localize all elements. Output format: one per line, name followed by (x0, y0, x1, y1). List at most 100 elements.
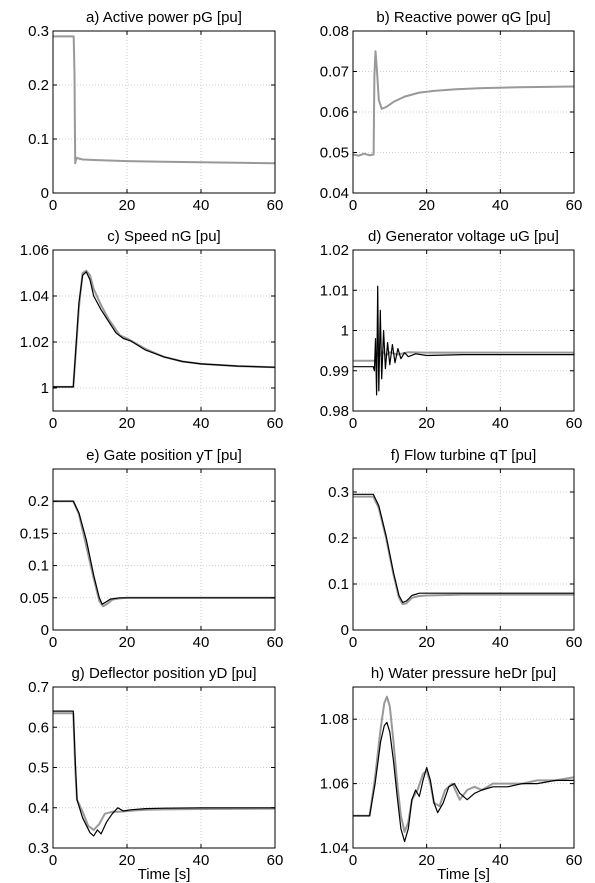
y-tick-label-b-2: 0.06 (320, 104, 349, 121)
panel-f: 0 20 40 60 0 0.1 0.2 0.3 f) Flow turbine qT [pu] (328, 447, 582, 651)
panel-title-f: f) Flow turbine qT [pu] (391, 447, 537, 464)
y-tick-label-b-3: 0.07 (320, 64, 349, 81)
y-tick-label-e-0: 0 (41, 622, 49, 639)
x-tick-label-h-3: 60 (566, 852, 583, 869)
y-tick-label-b-1: 0.05 (320, 145, 349, 162)
x-tick-label-h-0: 0 (349, 852, 357, 869)
panel-title-b: b) Reactive power qG [pu] (376, 9, 550, 26)
y-tick-label-c-1: 1.02 (20, 334, 49, 351)
y-tick-label-a-3: 0.3 (28, 23, 49, 40)
series-simulated-e (53, 500, 275, 605)
y-tick-label-c-3: 1.06 (20, 242, 49, 259)
x-axis-label-g: Time [s] (138, 866, 191, 883)
x-tick-label-c-0: 0 (49, 415, 57, 432)
plot-area-e (53, 469, 275, 630)
y-tick-label-g-4: 0.7 (28, 679, 49, 696)
y-tick-label-d-2: 1 (341, 323, 349, 340)
panel-title-g: g) Deflector position yD [pu] (71, 665, 256, 682)
x-tick-label-h-2: 40 (492, 852, 509, 869)
x-tick-label-a-2: 40 (193, 197, 210, 214)
x-tick-label-e-3: 60 (267, 634, 284, 651)
y-tick-label-b-0: 0.04 (320, 185, 349, 202)
series-measured-h (353, 695, 574, 833)
y-tick-label-g-2: 0.5 (28, 760, 49, 777)
x-tick-label-c-3: 60 (267, 415, 284, 432)
y-tick-label-g-3: 0.6 (28, 719, 49, 736)
panel-h: 0 20 40 60 1.04 1.06 1.08 h) Water pressure heD… (320, 665, 583, 883)
panel-title-d: d) Generator voltage uG [pu] (368, 228, 559, 245)
y-tick-label-a-1: 0.1 (28, 131, 49, 148)
y-tick-label-f-0: 0 (341, 622, 349, 639)
y-tick-label-c-0: 1 (41, 380, 49, 397)
x-axis-label-h: Time [s] (437, 866, 490, 883)
x-tick-label-f-3: 60 (566, 634, 583, 651)
y-tick-label-d-4: 1.02 (320, 242, 349, 259)
panel-c: 0 20 40 60 1 1.02 1.04 1.06 c) Speed nG [pu] (20, 228, 284, 432)
y-tick-label-f-3: 0.3 (328, 484, 349, 501)
panel-title-h: h) Water pressure heDr [pu] (371, 665, 556, 682)
plot-area-h (353, 687, 574, 848)
y-tick-label-a-0: 0 (41, 185, 49, 202)
x-tick-label-g-3: 60 (267, 852, 284, 869)
y-tick-label-d-0: 0.98 (320, 403, 349, 420)
axes-frame-f (352, 468, 575, 631)
panel-g: 0 20 40 60 0.3 0.4 0.5 0.6 0.7 g) Deflector posit… (28, 665, 283, 883)
x-tick-label-a-0: 0 (49, 197, 57, 214)
x-tick-label-b-3: 60 (566, 197, 583, 214)
axes-frame-a (52, 30, 276, 194)
x-tick-label-b-1: 20 (418, 197, 435, 214)
series-simulated-d (353, 285, 574, 396)
x-tick-label-d-0: 0 (349, 415, 357, 432)
y-tick-label-h-0: 1.04 (320, 840, 349, 857)
y-tick-label-f-1: 0.1 (328, 576, 349, 593)
x-tick-label-f-0: 0 (349, 634, 357, 651)
panel-e: 0 20 40 60 0 0.05 0.1 0.15 0.2 e) Gate position y… (20, 447, 284, 651)
axes-frame-c (52, 249, 276, 412)
series-measured-a (53, 35, 275, 165)
axes-frame-e (52, 468, 276, 631)
x-tick-label-d-1: 20 (418, 415, 435, 432)
x-tick-label-e-1: 20 (119, 634, 136, 651)
x-tick-label-a-1: 20 (119, 197, 136, 214)
x-tick-label-f-2: 40 (492, 634, 509, 651)
y-tick-label-f-2: 0.2 (328, 530, 349, 547)
y-tick-label-e-1: 0.05 (20, 590, 49, 607)
x-tick-label-g-2: 40 (193, 852, 210, 869)
panel-d: 0 20 40 60 0.98 0.99 1 1.01 1.02 d) Generator vol… (320, 228, 583, 432)
y-tick-label-g-1: 0.4 (28, 800, 49, 817)
y-tick-label-g-0: 0.3 (28, 840, 49, 857)
x-tick-label-d-2: 40 (492, 415, 509, 432)
y-tick-label-c-2: 1.04 (20, 288, 49, 305)
plot-area-c (53, 250, 275, 411)
x-tick-label-b-0: 0 (349, 197, 357, 214)
panel-b: 0 20 40 60 0.04 0.05 0.06 0.07 0.08 b) Reactive p… (320, 9, 583, 214)
y-tick-label-e-3: 0.15 (20, 525, 49, 542)
y-tick-label-d-1: 0.99 (320, 363, 349, 380)
y-tick-label-h-2: 1.08 (320, 711, 349, 728)
x-tick-label-f-1: 20 (418, 634, 435, 651)
y-tick-label-b-4: 0.08 (320, 23, 349, 40)
x-tick-label-c-1: 20 (119, 415, 136, 432)
panel-title-c: c) Speed nG [pu] (107, 228, 220, 245)
panel-a: 0 20 40 60 0 0.1 0.2 0.3 a) Active power pG [pu] (28, 9, 283, 214)
x-tick-label-e-0: 0 (49, 634, 57, 651)
x-tick-label-d-3: 60 (566, 415, 583, 432)
y-tick-label-h-1: 1.06 (320, 776, 349, 793)
x-tick-label-b-2: 40 (492, 197, 509, 214)
plot-area-a (53, 31, 275, 193)
x-tick-label-e-2: 40 (193, 634, 210, 651)
series-measured-b (353, 50, 574, 157)
y-tick-label-d-3: 1.01 (320, 282, 349, 299)
x-tick-label-g-1: 20 (119, 852, 136, 869)
x-tick-label-h-1: 20 (418, 852, 435, 869)
panel-title-a: a) Active power pG [pu] (86, 9, 242, 26)
y-tick-label-a-2: 0.2 (28, 77, 49, 94)
x-tick-label-c-2: 40 (193, 415, 210, 432)
series-simulated-g (53, 710, 275, 837)
x-tick-label-a-3: 60 (267, 197, 284, 214)
panel-title-e: e) Gate position yT [pu] (86, 447, 242, 464)
axes-frame-h (352, 686, 575, 849)
y-tick-label-e-2: 0.1 (28, 558, 49, 575)
series-simulated-f (353, 493, 574, 603)
